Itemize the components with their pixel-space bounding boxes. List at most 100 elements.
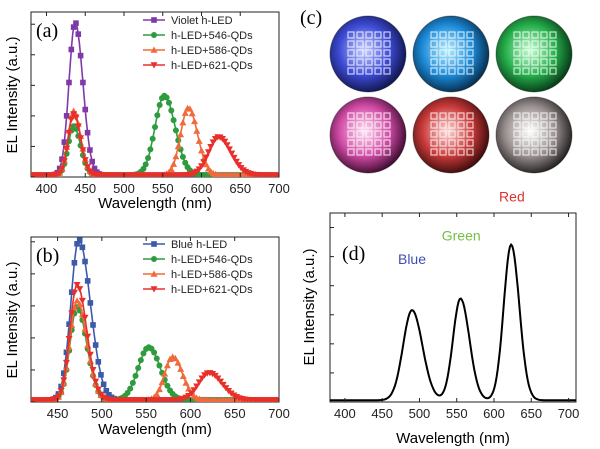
photo-cyan-pixel bbox=[448, 67, 456, 75]
photo-pink-pixel bbox=[365, 112, 373, 120]
photo-white bbox=[495, 96, 573, 174]
photo-blue-disc bbox=[330, 16, 406, 92]
panel-b-series-3-point bbox=[92, 378, 100, 385]
panel-a-series-0-point bbox=[70, 24, 77, 30]
photo-cyan-pixel bbox=[439, 67, 447, 75]
panel-b-series-2-point bbox=[163, 361, 171, 369]
panel-a-series-2-point bbox=[174, 142, 182, 150]
panel-b-series-0-point bbox=[95, 359, 102, 365]
panel-a-series-2-point bbox=[181, 109, 189, 116]
photo-green-pixel bbox=[540, 40, 548, 48]
panel-a-series-3-point bbox=[204, 149, 212, 156]
panel-a-series-0-point bbox=[89, 158, 96, 165]
panel-a-legend-marker bbox=[150, 62, 158, 69]
panel-b-series-2-point bbox=[153, 390, 161, 398]
panel-b-series-3-point bbox=[70, 289, 78, 297]
photo-pink-pixel bbox=[356, 139, 364, 147]
photo-green-pixel bbox=[513, 40, 521, 48]
panel-a-series-3-point bbox=[221, 138, 229, 145]
photo-red-pixel bbox=[448, 112, 456, 120]
panel-b-series-2-point bbox=[174, 359, 182, 366]
panel-b-series-2-point bbox=[185, 385, 193, 392]
photo-pink-pixel bbox=[356, 121, 364, 129]
photo-red-pixel bbox=[439, 121, 447, 129]
photo-green-pixel bbox=[531, 40, 539, 48]
panel-a-series-2-point bbox=[186, 105, 194, 112]
panel-c-photos bbox=[329, 15, 573, 174]
photo-red-pixel bbox=[439, 148, 447, 156]
panel-b-series-0-point bbox=[74, 240, 80, 247]
panel-b-series-0-point bbox=[66, 321, 72, 327]
panel-d-xlabel: Wavelength (nm) bbox=[396, 430, 510, 447]
photo-cyan-pixel bbox=[448, 58, 456, 66]
photo-green-rim bbox=[495, 15, 573, 93]
panel-a-series-0-point bbox=[63, 113, 70, 119]
photo-pink-pixel bbox=[374, 112, 382, 120]
photo-green-pixel bbox=[549, 58, 557, 66]
photo-green-pixel bbox=[540, 31, 548, 39]
photo-white-pixel bbox=[513, 130, 521, 138]
panel-b-series-3-point bbox=[89, 367, 97, 374]
photo-green-pixel bbox=[540, 49, 548, 57]
panel-a-series-0-point bbox=[91, 165, 98, 172]
photo-red-pixel bbox=[457, 121, 465, 129]
panel-b-series-3-point bbox=[94, 386, 102, 393]
photo-white-pixel bbox=[540, 148, 548, 156]
photo-cyan-pixel bbox=[430, 40, 438, 48]
panel-b-series-3-point bbox=[195, 379, 203, 386]
photo-pink-grid bbox=[347, 112, 391, 156]
photo-blue-pixel bbox=[383, 67, 391, 75]
photo-red bbox=[412, 96, 490, 174]
photo-red-pixel bbox=[466, 112, 474, 120]
panel-b-xtick-label: 500 bbox=[91, 406, 113, 421]
panel-a-series-3-point bbox=[225, 146, 233, 153]
panel-b-series-1-point bbox=[164, 382, 171, 389]
photo-blue-pixel bbox=[374, 31, 382, 39]
panel-b-series-2-point bbox=[155, 385, 163, 393]
photo-red-pixel bbox=[439, 112, 447, 120]
photo-green-pixel bbox=[531, 58, 539, 66]
photo-blue-pixel bbox=[374, 40, 382, 48]
panel-a-xlabel: Wavelength (nm) bbox=[98, 195, 212, 212]
photo-white-pixel bbox=[531, 130, 539, 138]
photo-white-pixel bbox=[540, 139, 548, 147]
panel-b-legend-item: Blue h-LED bbox=[143, 239, 227, 251]
photo-pink-rim bbox=[329, 96, 407, 174]
photo-red-pixel bbox=[466, 121, 474, 129]
panel-d-annotation-green: Green bbox=[442, 228, 481, 244]
panel-a-legend-item: Violet h-LED bbox=[143, 15, 233, 27]
panel-b-letter: (b) bbox=[36, 245, 59, 267]
panel-b-series-2-point bbox=[161, 370, 169, 377]
photo-red-pixel bbox=[430, 130, 438, 138]
panel-b-series-1-point bbox=[124, 389, 131, 396]
panel-a-series-0-point bbox=[75, 31, 82, 37]
panel-c-letter: (c) bbox=[300, 7, 322, 29]
panel-d-xtick-label: 450 bbox=[371, 406, 393, 421]
panel-b-series-0-point bbox=[71, 259, 78, 266]
panel-a-legend-item: h-LED+586-QDs bbox=[143, 45, 253, 57]
photo-white-disc bbox=[496, 97, 572, 173]
panel-a-series-3-point bbox=[202, 154, 210, 161]
panel-a-series-1-point bbox=[145, 154, 152, 161]
photo-pink-pixel bbox=[347, 148, 355, 156]
photo-cyan-pixel bbox=[466, 31, 474, 39]
photo-pink-pixel bbox=[356, 130, 364, 138]
panel-a-series-3-point bbox=[56, 170, 64, 177]
panel-a-series-3 bbox=[31, 111, 279, 177]
panel-a-series-2-point bbox=[179, 119, 187, 126]
photo-red-disc bbox=[413, 97, 489, 173]
panel-d-xtick-label: 650 bbox=[520, 406, 542, 421]
panel-b-series-0-point bbox=[100, 381, 107, 388]
panel-b-series-3-point bbox=[193, 383, 201, 390]
photo-green-pixel bbox=[513, 67, 521, 75]
panel-a-series-1-point bbox=[172, 127, 179, 134]
photo-blue-pixel bbox=[347, 58, 355, 66]
panel-a-series-3-point bbox=[77, 135, 85, 142]
panel-a-ylabel: EL Intensity (a.u.) bbox=[4, 36, 21, 153]
photo-red-pixel bbox=[457, 130, 465, 138]
panel-b-series-1-point bbox=[156, 362, 163, 369]
photo-green-pixel bbox=[522, 40, 530, 48]
photo-cyan-pixel bbox=[466, 67, 474, 75]
photo-blue-pixel bbox=[365, 67, 373, 75]
